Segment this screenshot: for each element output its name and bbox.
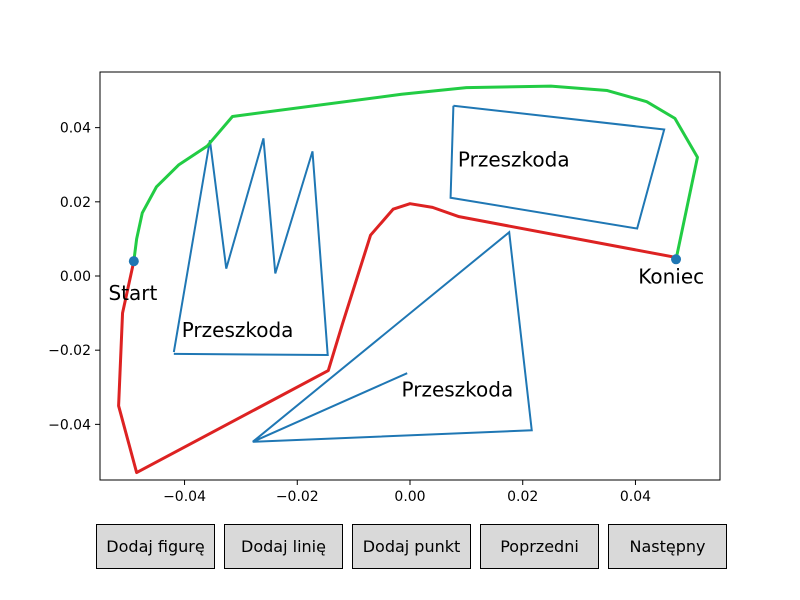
x-tick-label: 0.00 bbox=[394, 489, 425, 505]
obstacle-outline-2 bbox=[449, 104, 666, 230]
obstacle-outline-3 bbox=[252, 230, 533, 443]
x-tick-label: −0.04 bbox=[163, 489, 206, 505]
add-point-button[interactable]: Dodaj punkt bbox=[352, 524, 471, 569]
start-label: Start bbox=[108, 281, 157, 305]
y-tick-label: −0.04 bbox=[48, 417, 91, 433]
obstacle-label-2: Przeszkoda bbox=[458, 148, 570, 172]
axes-frame bbox=[99, 71, 721, 481]
x-tick-label: 0.04 bbox=[620, 489, 651, 505]
green-path bbox=[132, 84, 699, 263]
axis-ticks: −0.04 −0.02 0.00 0.02 0.04 −0.04 −0.02 0.00 0.02… bbox=[48, 121, 651, 505]
obstacle-label-1: Przeszkoda bbox=[182, 318, 294, 342]
obstacle-label-3: Przeszkoda bbox=[402, 378, 514, 402]
previous-button[interactable]: Poprzedni bbox=[480, 524, 599, 569]
add-figure-button[interactable]: Dodaj figurę bbox=[96, 524, 215, 569]
next-button[interactable]: Następny bbox=[608, 524, 727, 569]
y-tick-label: 0.02 bbox=[60, 195, 91, 211]
y-tick-label: 0.00 bbox=[60, 269, 91, 285]
y-tick-label: 0.04 bbox=[60, 121, 91, 137]
x-tick-label: −0.02 bbox=[276, 489, 319, 505]
koniec-point bbox=[671, 254, 682, 265]
labels-layer: Przeszkoda Przeszkoda Przeszkoda Start Konie… bbox=[108, 148, 704, 402]
paths-layer bbox=[117, 84, 699, 475]
obstacle-outline-1 bbox=[172, 138, 329, 357]
koniec-label: Koniec bbox=[638, 264, 704, 288]
start-point bbox=[128, 256, 139, 267]
add-line-button[interactable]: Dodaj linię bbox=[224, 524, 343, 569]
obstacles-layer bbox=[172, 104, 666, 443]
points-layer bbox=[128, 254, 682, 267]
y-tick-label: −0.02 bbox=[48, 343, 91, 359]
plot-area: −0.04 −0.02 0.00 0.02 0.04 −0.04 −0.02 0.00 0.02… bbox=[48, 71, 721, 505]
x-tick-label: 0.02 bbox=[507, 489, 538, 505]
red-path bbox=[117, 202, 678, 475]
